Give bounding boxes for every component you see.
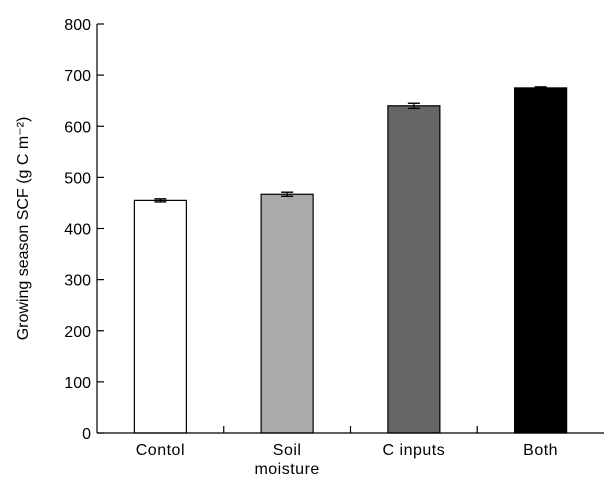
x-category-label-0-0: Contol (136, 442, 185, 459)
y-tick-label-1: 100 (64, 375, 91, 392)
x-ticks-group: Contol Soil moisture C inputs Both (136, 426, 558, 478)
bar-0 (133, 199, 187, 434)
y-ticks-group: 0 100 200 300 400 500 600 700 800 (64, 17, 104, 443)
x-category-label-1-1: moisture (254, 461, 319, 478)
y-tick-label-3: 300 (64, 273, 91, 290)
y-tick-label-7: 700 (64, 68, 91, 85)
y-axis-title: Growing season SCF (g C m⁻²) (15, 117, 32, 341)
x-category-label-1-0: Soil (273, 442, 302, 459)
y-tick-label-6: 600 (64, 119, 91, 136)
error-bars-group (154, 86, 547, 203)
y-tick-label-5: 500 (64, 170, 91, 187)
bar-2 (387, 105, 441, 434)
bar-3 (514, 87, 568, 434)
x-category-label-3-0: Both (523, 442, 558, 459)
y-tick-label-4: 400 (64, 222, 91, 239)
bar-1 (260, 193, 314, 434)
x-category-label-2-0: C inputs (383, 442, 446, 459)
bars-group (133, 87, 568, 434)
y-tick-label-8: 800 (64, 17, 91, 34)
y-tick-label-2: 200 (64, 324, 91, 341)
y-tick-label-0: 0 (82, 426, 91, 443)
